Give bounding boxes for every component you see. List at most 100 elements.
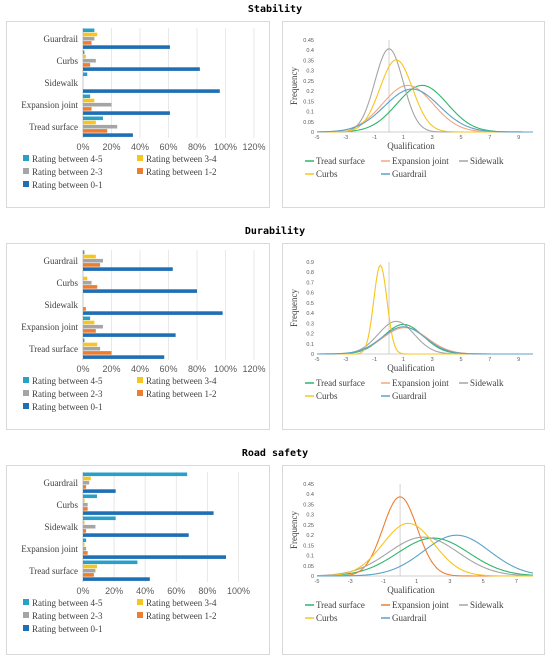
bar	[83, 489, 116, 493]
bar	[83, 129, 108, 133]
bar	[83, 254, 96, 259]
bar	[83, 89, 220, 93]
legend-swatch	[137, 377, 143, 383]
x-tick-label: -3	[343, 135, 348, 141]
y-axis-title: Frequency	[289, 67, 299, 105]
x-tick-label: 60%	[159, 364, 177, 374]
category-label: Guardrail	[44, 34, 79, 44]
x-tick-label: 120%	[242, 142, 265, 152]
legend-label: Rating between 0-1	[32, 402, 102, 412]
section-title-durability: Durability	[244, 226, 306, 237]
x-axis-title: Qualification	[387, 585, 435, 595]
x-tick-label: 7	[488, 357, 491, 363]
x-tick-label: 100%	[227, 586, 250, 596]
legend-label: Rating between 3-4	[146, 376, 217, 386]
bar	[83, 346, 101, 351]
line-chart-stability: 0 0.05 0.1 0.15 0.2 0.25 0.3 0.35 0.4 0.45 -5 -3 -1 1…	[289, 38, 533, 179]
legend-label: Sidewalk	[470, 378, 504, 388]
bar	[83, 546, 87, 551]
x-tick-label: 7	[515, 579, 518, 585]
bar	[83, 324, 103, 329]
x-tick-label: 20%	[105, 586, 123, 596]
bar-chart-road-safety: 0% 20% 40% 60% 80% 100% Guardrail Curbs Sidewalk…	[21, 472, 250, 634]
bar	[83, 480, 90, 485]
bar	[83, 28, 95, 33]
legend-label: Expansion joint	[392, 156, 449, 166]
bar	[83, 94, 91, 99]
bar	[83, 311, 223, 315]
x-tick-label: 40%	[136, 586, 154, 596]
x-tick-label: 3	[448, 579, 451, 585]
legend-label: Rating between 4-5	[32, 598, 103, 608]
category-label: Guardrail	[44, 256, 79, 266]
x-tick-label: 20%	[102, 142, 120, 152]
x-tick-label: 5	[459, 135, 462, 141]
bar	[83, 573, 94, 577]
x-tick-label: 60%	[167, 586, 185, 596]
bar	[83, 102, 112, 107]
legend-swatch	[23, 612, 29, 618]
bar	[83, 41, 92, 45]
bar	[83, 329, 96, 333]
bar	[83, 98, 95, 103]
legend-label: Rating between 0-1	[32, 624, 102, 634]
x-tick-label: 100%	[214, 364, 237, 374]
y-tick-label: 0.3	[306, 321, 314, 327]
legend-label: Guardrail	[392, 169, 427, 179]
x-tick-label: 5	[482, 579, 485, 585]
legend-label: Rating between 3-4	[146, 154, 217, 164]
bar	[83, 267, 173, 271]
y-tick-label: 0.9	[306, 260, 314, 266]
y-tick-label: 0.7	[306, 280, 314, 286]
y-tick-label: 0.45	[303, 482, 314, 488]
bar	[83, 494, 97, 499]
bar	[83, 250, 85, 255]
bar	[83, 67, 200, 71]
bar	[83, 516, 116, 521]
legend-swatch	[23, 390, 29, 396]
bar	[83, 507, 88, 511]
bar	[83, 116, 103, 121]
bar	[83, 280, 92, 285]
x-tick-label: 9	[517, 135, 520, 141]
series-line	[317, 264, 533, 355]
series-line	[317, 327, 533, 355]
category-label: Guardrail	[44, 478, 79, 488]
x-tick-label: 80%	[188, 364, 206, 374]
legend-label: Rating between 3-4	[146, 598, 217, 608]
line-chart-road-safety: 0 0.05 0.1 0.15 0.2 0.25 0.3 0.35 0.4 0.45 -5 -3 -1 1…	[289, 482, 534, 623]
bar	[83, 258, 103, 263]
y-tick-label: 0	[311, 130, 314, 136]
x-tick-label: 80%	[198, 586, 216, 596]
bar	[83, 577, 150, 581]
section-title-road-safety: Road safety	[241, 448, 309, 459]
y-axis-title: Frequency	[289, 289, 299, 327]
category-label: Curbs	[56, 278, 78, 288]
bar	[83, 289, 197, 293]
x-tick-label: -5	[315, 357, 320, 363]
y-tick-label: 0.25	[303, 79, 314, 85]
legend-swatch	[23, 155, 29, 161]
series-line	[316, 84, 533, 133]
bar	[83, 568, 96, 573]
bar	[83, 72, 88, 77]
legend-label: Rating between 0-1	[32, 180, 102, 190]
legend-swatch	[137, 390, 143, 396]
legend-swatch	[137, 612, 143, 618]
bar-panel-road-safety: 0% 20% 40% 60% 80% 100% Guardrail Curbs Sidewalk…	[6, 465, 270, 655]
bar	[83, 276, 88, 281]
x-tick-label: -1	[381, 579, 386, 585]
y-tick-label: 0.2	[306, 533, 314, 539]
legend-swatch	[23, 168, 29, 174]
bar	[83, 263, 101, 267]
bar-panel-durability: 0% 20% 40% 60% 80% 100% 120% Guardrail Curbs Side…	[6, 243, 270, 430]
x-tick-label: 1	[402, 357, 405, 363]
legend-label: Rating between 2-3	[32, 611, 103, 621]
y-tick-label: 0.4	[306, 492, 314, 498]
bar	[83, 485, 87, 489]
legend-swatch	[137, 168, 143, 174]
legend-label: Rating between 4-5	[32, 376, 103, 386]
legend-label: Rating between 2-3	[32, 389, 103, 399]
category-label: Sidewalk	[45, 300, 79, 310]
x-axis-title: Qualification	[387, 363, 435, 373]
